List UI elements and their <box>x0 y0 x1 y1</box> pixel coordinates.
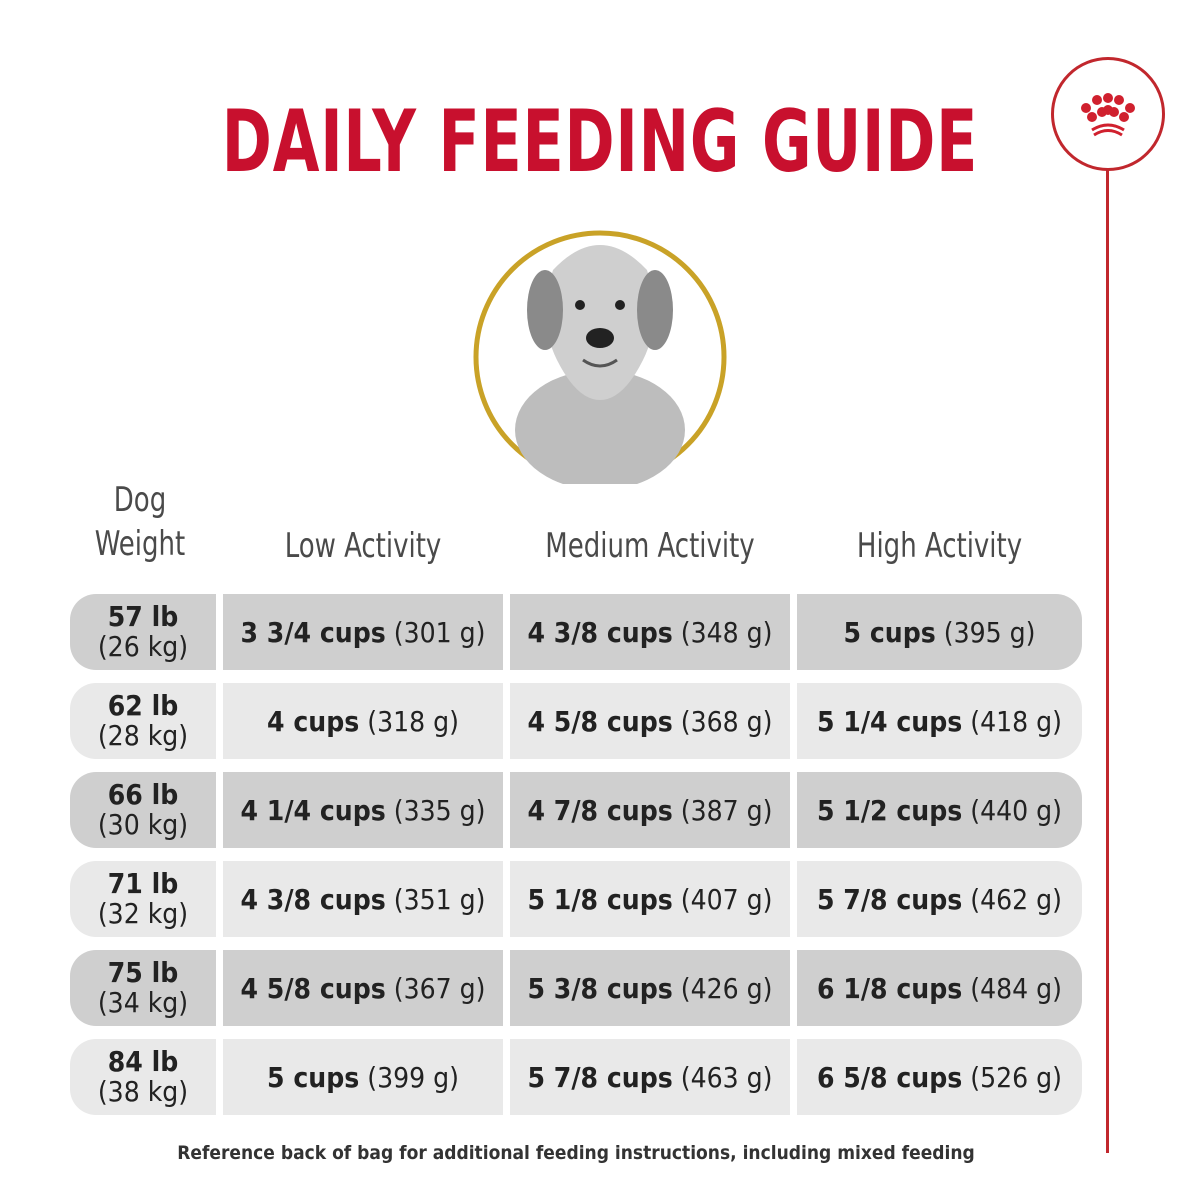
cups: 5 1/2 cups <box>817 793 963 827</box>
footer-note: Reference back of bag for additional fee… <box>177 1142 975 1164</box>
medium-activity-cell: 4 5/8 cups (368 g) <box>510 683 790 759</box>
low-activity-cell: 5 cups (399 g) <box>223 1039 503 1115</box>
weight-cell: 75 lb (34 kg) <box>70 950 216 1026</box>
page-title: DAILY FEEDING GUIDE <box>221 92 979 192</box>
weight-kg: (26 kg) <box>97 630 189 663</box>
grams: (318 g) <box>367 704 459 738</box>
grams: (399 g) <box>367 1060 459 1094</box>
cups: 5 cups <box>267 1060 360 1094</box>
cups: 4 5/8 cups <box>240 971 386 1005</box>
weight-cell: 62 lb (28 kg) <box>70 683 216 759</box>
weight-lb: 71 lb <box>107 867 179 900</box>
high-activity-cell: 6 1/8 cups (484 g) <box>797 950 1082 1026</box>
table-row: 66 lb (30 kg) 4 1/4 cups (335 g) 4 7/8 cup… <box>70 772 1082 848</box>
weight-kg: (34 kg) <box>97 986 189 1019</box>
weight-kg: (32 kg) <box>97 897 189 930</box>
high-activity-cell: 5 1/2 cups (440 g) <box>797 772 1082 848</box>
cups: 5 1/4 cups <box>817 704 963 738</box>
grams: (367 g) <box>393 971 486 1005</box>
medium-activity-cell: 5 1/8 cups (407 g) <box>510 861 790 937</box>
grams: (463 g) <box>680 1060 773 1094</box>
cups: 4 3/8 cups <box>527 615 673 649</box>
grams: (484 g) <box>970 971 1062 1005</box>
grams: (395 g) <box>943 615 1036 649</box>
table-row: 71 lb (32 kg) 4 3/8 cups (351 g) 5 1/8 cup… <box>70 861 1082 937</box>
grams: (335 g) <box>393 793 486 827</box>
cups: 4 7/8 cups <box>527 793 673 827</box>
high-activity-cell: 5 1/4 cups (418 g) <box>797 683 1082 759</box>
table-row: 57 lb (26 kg) 3 3/4 cups (301 g) 4 3/8 cup… <box>70 594 1082 670</box>
table-row: 75 lb (34 kg) 4 5/8 cups (367 g) 5 3/8 cup… <box>70 950 1082 1026</box>
grams: (440 g) <box>970 793 1062 827</box>
low-activity-cell: 3 3/4 cups (301 g) <box>223 594 503 670</box>
weight-cell: 84 lb (38 kg) <box>70 1039 216 1115</box>
brand-divider-line <box>1106 168 1109 1153</box>
cups: 5 7/8 cups <box>817 882 963 916</box>
cups: 4 cups <box>267 704 360 738</box>
medium-activity-cell: 4 3/8 cups (348 g) <box>510 594 790 670</box>
header-dog-weight: Dog Weight <box>81 478 200 566</box>
high-activity-cell: 5 cups (395 g) <box>797 594 1082 670</box>
weight-kg: (28 kg) <box>97 719 189 752</box>
weight-lb: 66 lb <box>107 778 179 811</box>
grams: (526 g) <box>970 1060 1062 1094</box>
weight-lb: 62 lb <box>107 689 179 722</box>
weight-lb: 84 lb <box>107 1045 179 1078</box>
grams: (368 g) <box>680 704 773 738</box>
medium-activity-cell: 5 7/8 cups (463 g) <box>510 1039 790 1115</box>
weight-lb: 57 lb <box>107 600 179 633</box>
low-activity-cell: 4 cups (318 g) <box>223 683 503 759</box>
cups: 3 3/4 cups <box>240 615 386 649</box>
weight-cell: 66 lb (30 kg) <box>70 772 216 848</box>
cups: 5 cups <box>843 615 936 649</box>
high-activity-cell: 6 5/8 cups (526 g) <box>797 1039 1082 1115</box>
cups: 6 5/8 cups <box>817 1060 963 1094</box>
grams: (301 g) <box>393 615 486 649</box>
header-dog-label: Dog <box>113 480 167 520</box>
cups: 5 3/8 cups <box>527 971 673 1005</box>
cups: 4 1/4 cups <box>240 793 386 827</box>
grams: (348 g) <box>680 615 773 649</box>
grams: (462 g) <box>970 882 1062 916</box>
header-low-activity: Low Activity <box>284 526 442 566</box>
grams: (407 g) <box>680 882 773 916</box>
grams: (418 g) <box>970 704 1062 738</box>
table-row: 84 lb (38 kg) 5 cups (399 g) 5 7/8 cups (46… <box>70 1039 1082 1115</box>
cups: 4 5/8 cups <box>527 704 673 738</box>
crown-logo-icon <box>1051 57 1165 171</box>
low-activity-cell: 4 3/8 cups (351 g) <box>223 861 503 937</box>
low-activity-cell: 4 1/4 cups (335 g) <box>223 772 503 848</box>
dog-portrait-image <box>473 230 727 490</box>
header-medium-activity: Medium Activity <box>545 526 755 566</box>
weight-cell: 71 lb (32 kg) <box>70 861 216 937</box>
weight-kg: (30 kg) <box>97 808 189 841</box>
cups: 4 3/8 cups <box>240 882 386 916</box>
cups: 5 1/8 cups <box>527 882 673 916</box>
medium-activity-cell: 5 3/8 cups (426 g) <box>510 950 790 1026</box>
grams: (426 g) <box>680 971 773 1005</box>
medium-activity-cell: 4 7/8 cups (387 g) <box>510 772 790 848</box>
cups: 5 7/8 cups <box>527 1060 673 1094</box>
header-weight-label: Weight <box>94 524 186 564</box>
high-activity-cell: 5 7/8 cups (462 g) <box>797 861 1082 937</box>
weight-lb: 75 lb <box>107 956 179 989</box>
weight-kg: (38 kg) <box>97 1075 189 1108</box>
grams: (351 g) <box>393 882 486 916</box>
table-row: 62 lb (28 kg) 4 cups (318 g) 4 5/8 cups (36… <box>70 683 1082 759</box>
header-high-activity: High Activity <box>856 526 1023 566</box>
low-activity-cell: 4 5/8 cups (367 g) <box>223 950 503 1026</box>
cups: 6 1/8 cups <box>817 971 963 1005</box>
grams: (387 g) <box>680 793 773 827</box>
weight-cell: 57 lb (26 kg) <box>70 594 216 670</box>
